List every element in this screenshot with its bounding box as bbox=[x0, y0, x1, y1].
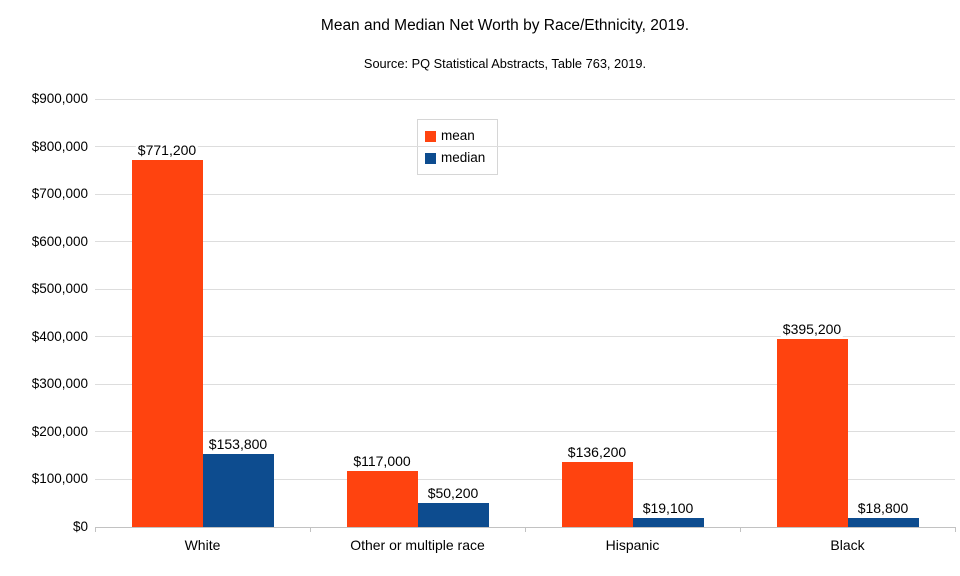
bar-median-hispanic bbox=[632, 518, 704, 527]
x-axis-tick-2 bbox=[525, 527, 526, 532]
y-tick-label-900000: $900,000 bbox=[31, 91, 88, 106]
y-tick-label-300000: $300,000 bbox=[31, 376, 88, 392]
mean-swatch-icon bbox=[425, 130, 436, 142]
chart-title: Mean and Median Net Worth by Race/Ethnic… bbox=[320, 17, 690, 34]
category-label-other-or-multiple-race: Other or multiple race bbox=[350, 537, 485, 553]
value-label-median-black: $18,800 bbox=[855, 500, 911, 516]
value-label-median-white: $153,800 bbox=[206, 436, 270, 452]
gridline-500000 bbox=[95, 288, 955, 290]
y-tick-label-400000: $400,000 bbox=[31, 328, 88, 344]
category-label-hispanic: Hispanic bbox=[605, 537, 660, 553]
gridline-400000 bbox=[95, 336, 955, 338]
median-swatch-icon bbox=[425, 152, 436, 164]
y-tick-label-500000: $500,000 bbox=[31, 281, 88, 297]
bar-median-other-or-multiple-race bbox=[417, 503, 489, 527]
bar-mean-black bbox=[776, 339, 848, 527]
y-tick-label-100000: $100,000 bbox=[31, 471, 88, 487]
value-label-mean-white: $771,200 bbox=[135, 142, 199, 158]
y-tick-label-200000: $200,000 bbox=[31, 423, 88, 439]
bar-median-black bbox=[847, 518, 919, 527]
gridline-600000 bbox=[95, 241, 955, 243]
value-label-mean-black: $395,200 bbox=[780, 321, 844, 337]
gridline-800000 bbox=[95, 146, 955, 148]
bar-mean-other-or-multiple-race bbox=[346, 471, 418, 527]
y-tick-label-600000: $600,000 bbox=[31, 233, 88, 249]
x-axis-tick-4 bbox=[955, 527, 956, 532]
legend-item-mean: mean bbox=[425, 125, 485, 147]
y-tick-label-700000: $700,000 bbox=[31, 186, 88, 202]
bar-mean-hispanic bbox=[561, 462, 633, 527]
x-axis-tick-0 bbox=[95, 527, 96, 532]
category-label-black: Black bbox=[830, 537, 865, 553]
value-label-mean-hispanic: $136,200 bbox=[565, 444, 629, 460]
legend-label-median: median bbox=[441, 150, 486, 165]
category-label-white: White bbox=[184, 537, 221, 553]
bar-mean-white bbox=[131, 160, 203, 527]
y-tick-label-0: $0 bbox=[72, 519, 88, 534]
x-axis-tick-1 bbox=[310, 527, 311, 532]
value-label-mean-other-or-multiple-race: $117,000 bbox=[351, 453, 413, 469]
x-axis-tick-3 bbox=[740, 527, 741, 532]
gridline-900000 bbox=[95, 98, 955, 100]
y-tick-label-800000: $800,000 bbox=[31, 138, 88, 154]
value-label-median-hispanic: $19,100 bbox=[640, 500, 696, 516]
chart-subtitle: Source: PQ Statistical Abstracts, Table … bbox=[363, 56, 647, 71]
gridline-200000 bbox=[95, 431, 955, 433]
gridline-300000 bbox=[95, 383, 955, 385]
gridline-700000 bbox=[95, 193, 955, 195]
legend-item-median: median bbox=[425, 147, 485, 169]
bar-median-white bbox=[202, 454, 274, 527]
value-label-median-other-or-multiple-race: $50,200 bbox=[425, 485, 481, 501]
y-axis-labels: $0 $100,000 $200,000 $300,000 $400,000 $500,0… bbox=[0, 0, 88, 576]
plot-area: $771,200 $153,800 $117,000 $50,200 $136,200 $… bbox=[95, 98, 956, 532]
legend-label-mean: mean bbox=[441, 128, 475, 143]
gridline-100000 bbox=[95, 478, 955, 480]
